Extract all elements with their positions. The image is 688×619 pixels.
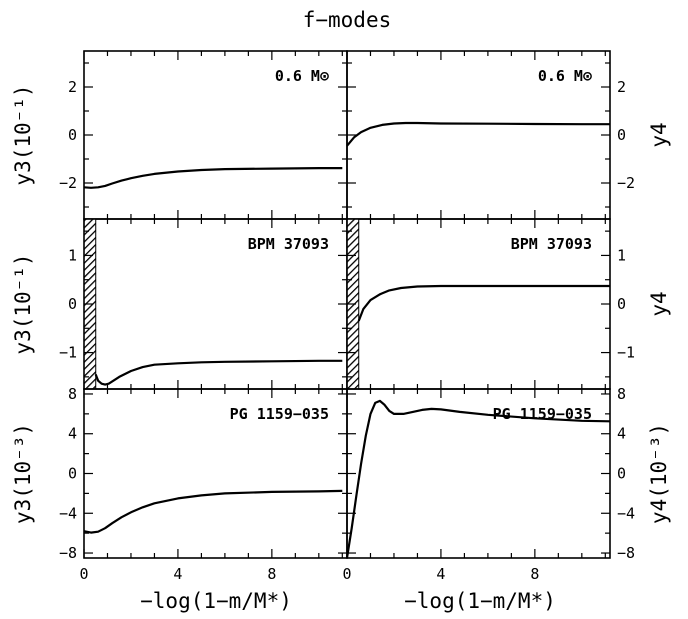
x-axis-label-right: −log(1−m/M*) [404, 589, 556, 613]
panel-label: 0.6 M⊙ [538, 67, 592, 85]
panel-label: 0.6 M⊙ [275, 67, 329, 85]
y-tick-label: 4 [617, 425, 626, 443]
y-tick-label: −2 [59, 174, 77, 192]
y-axis-label: y4(10⁻³) [647, 423, 671, 524]
series-line [345, 399, 611, 559]
panel-r1c1: −1 0 1 BPM 37093 y4 [346, 218, 671, 390]
y-tick-label: −4 [617, 504, 635, 522]
y-tick-label: −1 [59, 344, 77, 362]
y-axis-label: y4 [647, 122, 671, 147]
y-tick-label: 1 [617, 246, 626, 264]
y-tick-label: −2 [617, 174, 635, 192]
y-tick-label: 4 [68, 425, 77, 443]
panel-r1c0: −1 0 1 BPM 37093 y3(10⁻¹) [11, 218, 348, 390]
y-axis-label: y3(10⁻¹) [11, 84, 35, 185]
x-tick-label: 0 [342, 565, 351, 583]
series-line [83, 167, 343, 189]
y-tick-label: −8 [617, 544, 635, 562]
x-tick-label: 8 [530, 565, 539, 583]
panel-r0c1: −2 0 2 0.6 M⊙ y4 [346, 50, 671, 220]
x-tick-label: 0 [79, 565, 88, 583]
y-tick-label: 0 [617, 465, 626, 483]
y-tick-label: 2 [617, 78, 626, 96]
y-tick-label: 1 [68, 246, 77, 264]
series-line [357, 284, 610, 322]
series-line [94, 359, 343, 386]
y-tick-label: 2 [68, 78, 77, 96]
panel-label: PG 1159−035 [493, 405, 592, 423]
y-tick-label: 8 [68, 385, 77, 403]
y-tick-label: 0 [68, 126, 77, 144]
panel-grid: −2 0 2 0.6 M⊙ y3(10⁻¹) −2 0 2 0.6 M⊙ y4 −1 0 1 BPM 37… [11, 50, 671, 583]
y-tick-label: −4 [59, 504, 77, 522]
x-axis-label-left: −log(1−m/M*) [140, 589, 292, 613]
panel-label: BPM 37093 [248, 235, 329, 253]
y-tick-label: 8 [617, 385, 626, 403]
series-line [83, 489, 343, 534]
panel-r0c0: −2 0 2 0.6 M⊙ y3(10⁻¹) [11, 50, 348, 220]
figure-title: f−modes [303, 8, 392, 32]
y-tick-label: 0 [68, 465, 77, 483]
y-tick-label: 0 [617, 126, 626, 144]
panel-label: BPM 37093 [511, 235, 592, 253]
series-line [346, 121, 610, 147]
y-axis-label: y3(10⁻¹) [11, 253, 35, 354]
y-axis-label: y4 [647, 291, 671, 316]
x-tick-label: 4 [436, 565, 445, 583]
panel-r2c0: −8 −4 0 4 8 0 4 8 PG 1159−035 y3(10⁻³) [11, 385, 348, 583]
x-tick-label: 8 [267, 565, 276, 583]
x-tick-label: 4 [173, 565, 182, 583]
panel-r2c1: −8 −4 0 4 8 0 4 8 PG 1159−035 y4(10⁻³) [342, 385, 671, 583]
y-tick-label: 0 [68, 295, 77, 313]
y-tick-label: −1 [617, 344, 635, 362]
y-tick-label: −8 [59, 544, 77, 562]
panel-label: PG 1159−035 [230, 405, 329, 423]
y-axis-label: y3(10⁻³) [11, 423, 35, 524]
y-tick-label: 0 [617, 295, 626, 313]
